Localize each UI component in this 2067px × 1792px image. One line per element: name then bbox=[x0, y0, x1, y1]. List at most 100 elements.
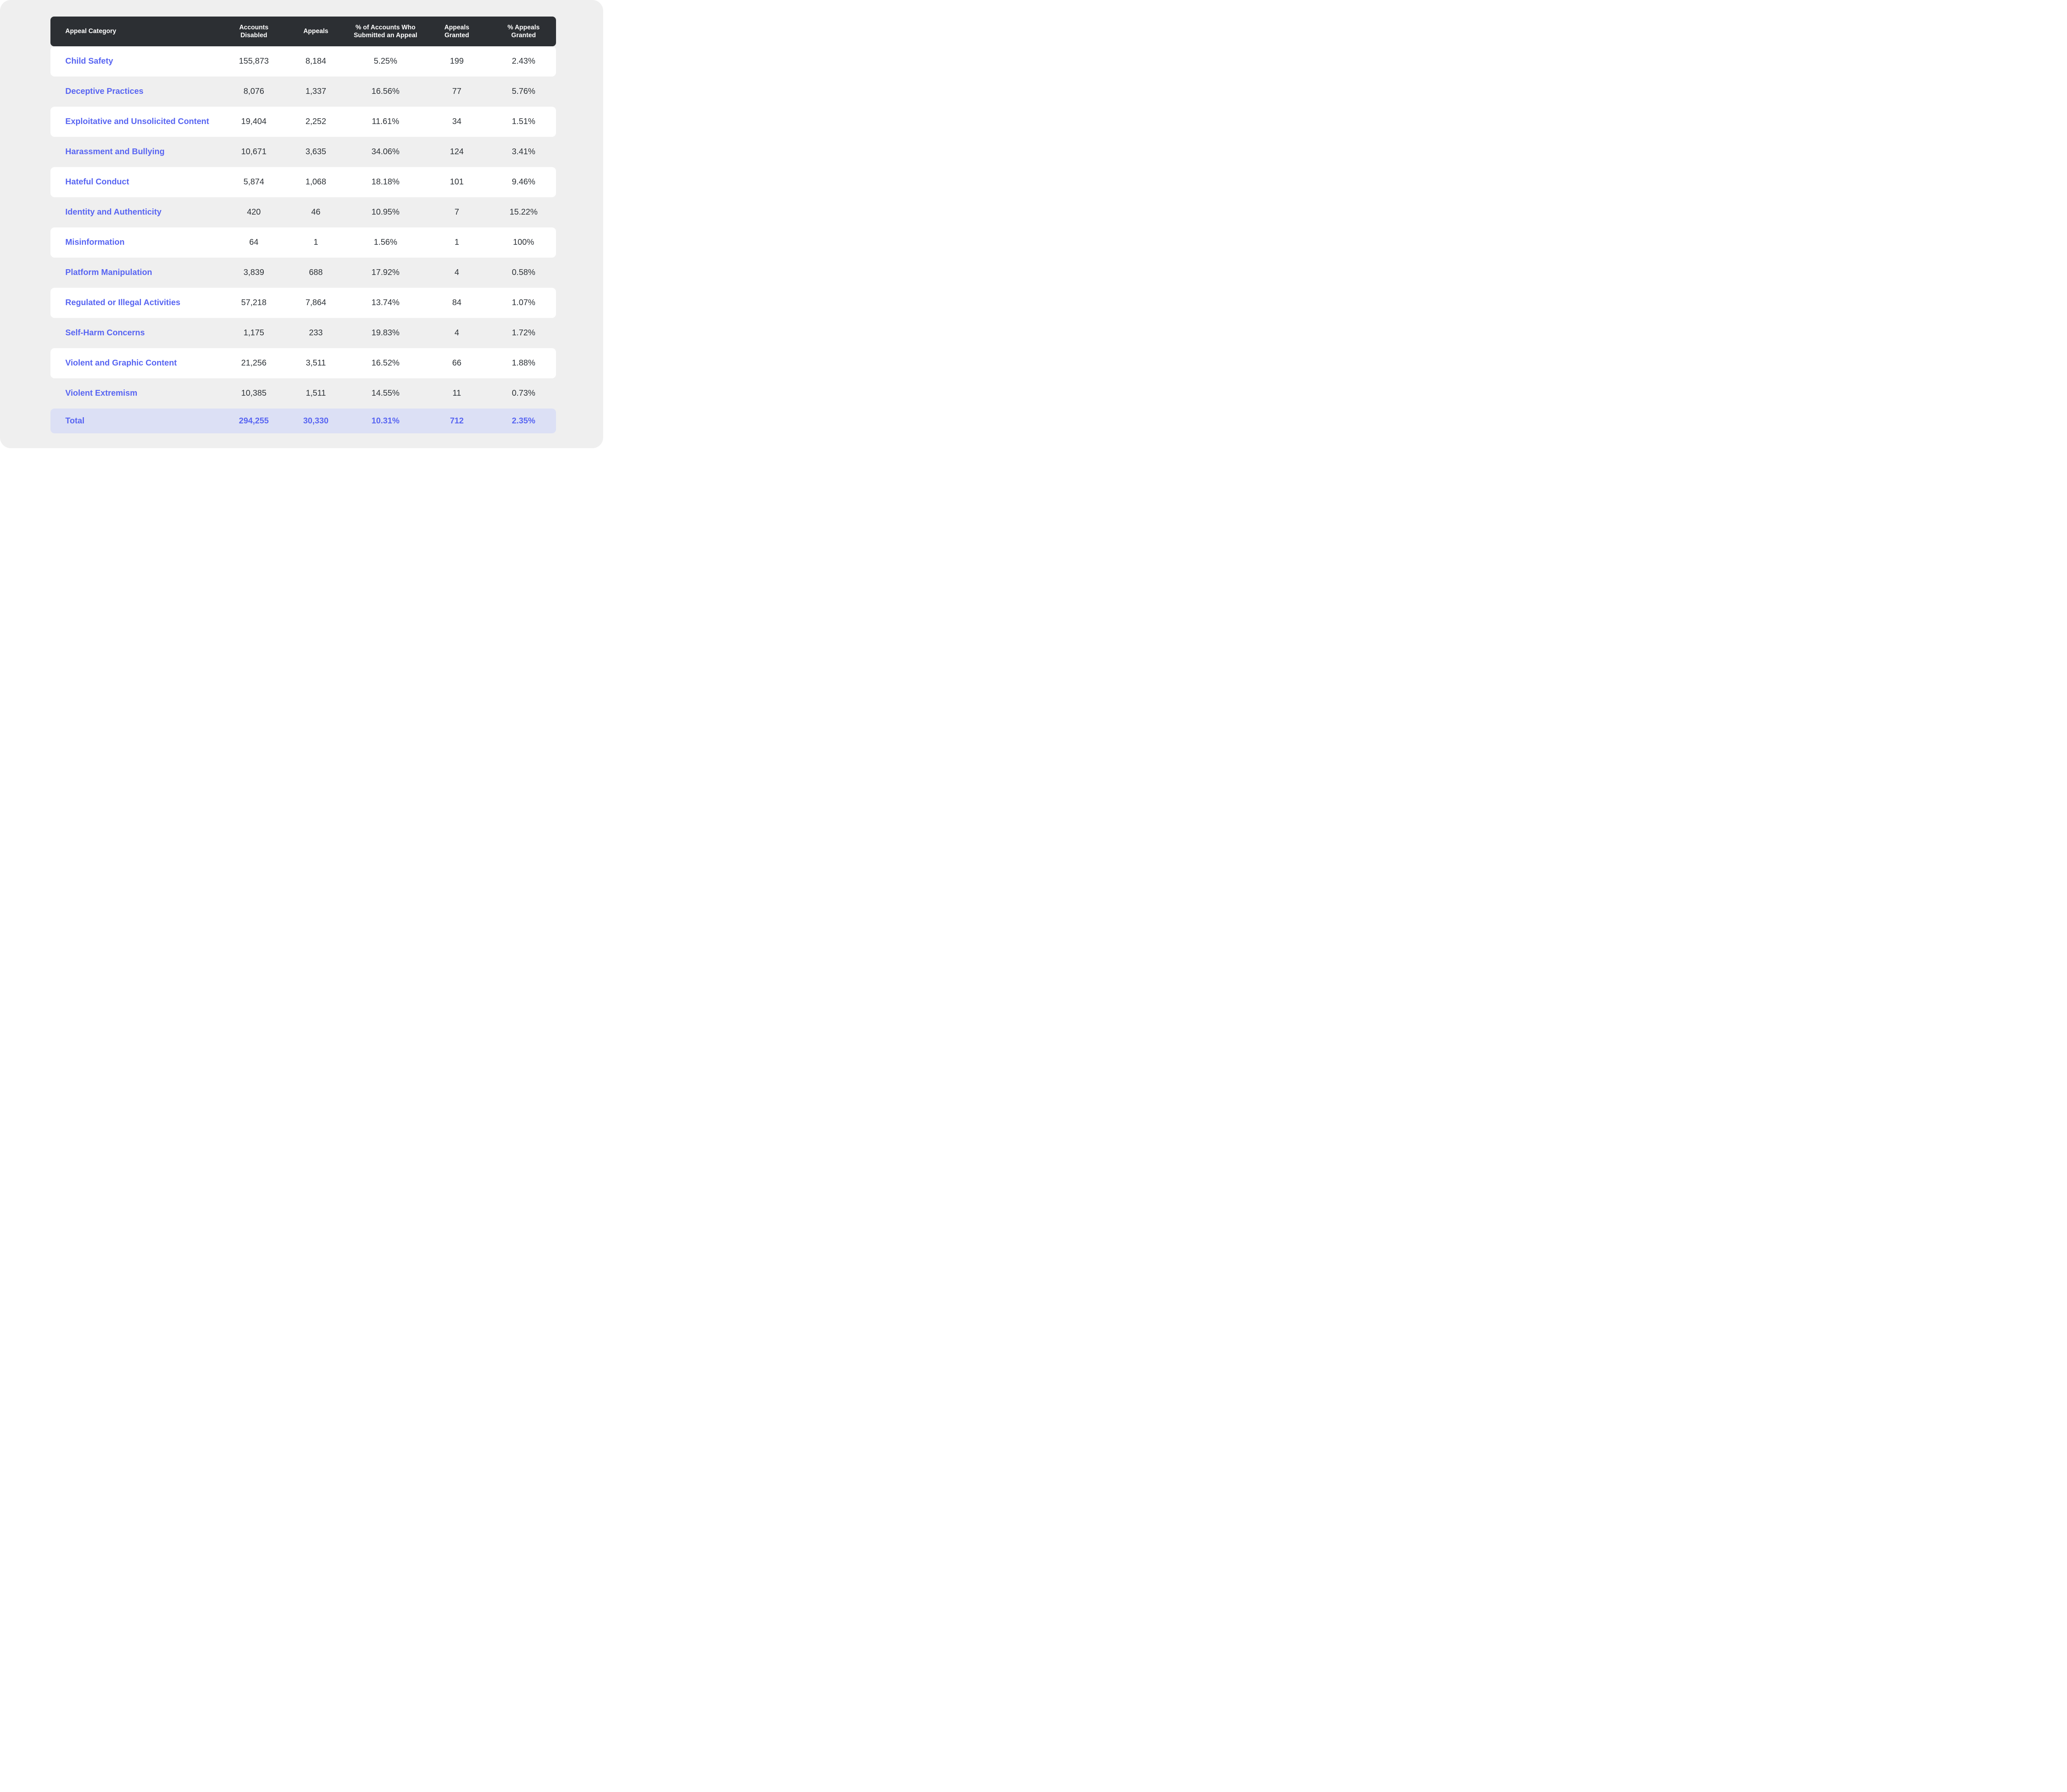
total-pct-submitted-appeal: 10.31% bbox=[371, 416, 400, 425]
appeal-category-link[interactable]: Hateful Conduct bbox=[65, 177, 129, 186]
cell-appeals-granted: 7 bbox=[454, 208, 459, 217]
cell-appeals: 1,068 bbox=[305, 177, 327, 186]
cell-appeals-granted: 101 bbox=[450, 177, 464, 186]
cell-pct-appeals-granted: 1.07% bbox=[512, 298, 535, 307]
cell-appeals-granted: 199 bbox=[450, 57, 464, 66]
cell-pct-appeals-granted: 0.73% bbox=[512, 389, 535, 398]
table-row: Child Safety 155,873 8,184 5.25% 199 2.4… bbox=[50, 46, 556, 76]
cell-accounts-disabled: 5,874 bbox=[243, 177, 265, 186]
table-row: Deceptive Practices 8,076 1,337 16.56% 7… bbox=[50, 76, 556, 107]
cell-accounts-disabled: 21,256 bbox=[241, 358, 267, 368]
column-header-label: % Appeals Granted bbox=[507, 24, 540, 39]
table-row: Misinformation 64 1 1.56% 1 100% bbox=[50, 227, 556, 258]
cell-appeals-granted: 1 bbox=[454, 238, 459, 247]
cell-pct-appeals-granted: 1.88% bbox=[512, 358, 535, 368]
cell-pct-submitted-appeal: 18.18% bbox=[371, 177, 400, 186]
cell-pct-submitted-appeal: 34.06% bbox=[371, 147, 400, 156]
cell-appeals-granted: 124 bbox=[450, 147, 464, 156]
cell-appeals-granted: 66 bbox=[452, 358, 462, 368]
cell-appeals: 3,511 bbox=[306, 358, 326, 368]
cell-accounts-disabled: 57,218 bbox=[241, 298, 267, 307]
table-row: Regulated or Illegal Activities 57,218 7… bbox=[50, 288, 556, 318]
cell-accounts-disabled: 420 bbox=[247, 208, 261, 217]
cell-appeals-granted: 84 bbox=[452, 298, 462, 307]
appeal-category-link[interactable]: Platform Manipulation bbox=[65, 268, 152, 277]
cell-appeals: 1,511 bbox=[306, 389, 326, 398]
table-body: Child Safety 155,873 8,184 5.25% 199 2.4… bbox=[50, 46, 556, 409]
cell-appeals: 3,635 bbox=[305, 147, 327, 156]
column-header-pct-submitted-appeal: % of Accounts Who Submitted an Appeal bbox=[348, 24, 422, 40]
column-header-label: % of Accounts Who Submitted an Appeal bbox=[353, 24, 418, 39]
total-appeals-granted: 712 bbox=[450, 416, 464, 425]
column-header-label: Appeals Granted bbox=[444, 24, 470, 39]
cell-pct-submitted-appeal: 16.56% bbox=[371, 87, 400, 96]
appeal-category-link[interactable]: Violent and Graphic Content bbox=[65, 358, 177, 368]
column-header-pct-appeals-granted: % Appeals Granted bbox=[491, 24, 556, 40]
cell-pct-submitted-appeal: 10.95% bbox=[371, 208, 400, 217]
cell-pct-submitted-appeal: 1.56% bbox=[374, 238, 397, 247]
cell-appeals: 688 bbox=[309, 268, 323, 277]
cell-pct-appeals-granted: 1.72% bbox=[512, 328, 535, 337]
cell-appeals-granted: 77 bbox=[452, 87, 462, 96]
column-header-appeals: Appeals bbox=[283, 27, 348, 35]
cell-accounts-disabled: 19,404 bbox=[241, 117, 267, 126]
cell-pct-appeals-granted: 15.22% bbox=[509, 208, 538, 217]
table-row: Hateful Conduct 5,874 1,068 18.18% 101 9… bbox=[50, 167, 556, 197]
table-row: Identity and Authenticity 420 46 10.95% … bbox=[50, 197, 556, 227]
cell-pct-appeals-granted: 100% bbox=[513, 238, 535, 247]
column-header-label: Accounts Disabled bbox=[239, 24, 269, 39]
cell-accounts-disabled: 10,671 bbox=[241, 147, 267, 156]
cell-pct-submitted-appeal: 13.74% bbox=[371, 298, 400, 307]
table-row: Exploitative and Unsolicited Content 19,… bbox=[50, 107, 556, 137]
cell-appeals: 1,337 bbox=[305, 87, 327, 96]
column-header-label: Appeals bbox=[303, 28, 329, 35]
table-row: Violent and Graphic Content 21,256 3,511… bbox=[50, 348, 556, 378]
cell-pct-appeals-granted: 5.76% bbox=[512, 87, 535, 96]
cell-pct-appeals-granted: 9.46% bbox=[512, 177, 535, 186]
cell-appeals: 233 bbox=[309, 328, 323, 337]
appeal-category-link[interactable]: Identity and Authenticity bbox=[65, 208, 162, 217]
cell-pct-submitted-appeal: 19.83% bbox=[371, 328, 400, 337]
cell-accounts-disabled: 10,385 bbox=[241, 389, 267, 398]
table-header-row: Appeal Category Accounts Disabled Appeal… bbox=[50, 17, 556, 46]
cell-pct-appeals-granted: 0.58% bbox=[512, 268, 535, 277]
total-appeals: 30,330 bbox=[303, 416, 329, 425]
appeal-category-link[interactable]: Violent Extremism bbox=[65, 389, 138, 398]
appeal-category-link[interactable]: Child Safety bbox=[65, 57, 113, 66]
column-header-label: Appeal Category bbox=[65, 28, 117, 35]
table-total-row: Total 294,255 30,330 10.31% 712 2.35% bbox=[50, 409, 556, 433]
cell-accounts-disabled: 8,076 bbox=[243, 87, 265, 96]
appeal-category-link[interactable]: Regulated or Illegal Activities bbox=[65, 298, 181, 307]
total-label: Total bbox=[65, 416, 85, 425]
appeal-category-link[interactable]: Harassment and Bullying bbox=[65, 147, 165, 156]
cell-accounts-disabled: 64 bbox=[249, 238, 259, 247]
cell-appeals: 46 bbox=[311, 208, 321, 217]
appeals-table: Appeal Category Accounts Disabled Appeal… bbox=[50, 17, 556, 433]
column-header-appeal-category: Appeal Category bbox=[50, 27, 224, 35]
cell-pct-submitted-appeal: 17.92% bbox=[371, 268, 400, 277]
cell-appeals-granted: 34 bbox=[452, 117, 462, 126]
column-header-appeals-granted: Appeals Granted bbox=[422, 24, 491, 40]
cell-pct-submitted-appeal: 16.52% bbox=[371, 358, 400, 368]
table-row: Self-Harm Concerns 1,175 233 19.83% 4 1.… bbox=[50, 318, 556, 348]
table-row: Violent Extremism 10,385 1,511 14.55% 11… bbox=[50, 378, 556, 409]
appeal-category-link[interactable]: Self-Harm Concerns bbox=[65, 328, 145, 337]
cell-appeals: 1 bbox=[313, 238, 318, 247]
appeal-category-link[interactable]: Deceptive Practices bbox=[65, 87, 144, 96]
total-pct-appeals-granted: 2.35% bbox=[512, 416, 535, 425]
table-row: Harassment and Bullying 10,671 3,635 34.… bbox=[50, 137, 556, 167]
cell-accounts-disabled: 3,839 bbox=[243, 268, 265, 277]
cell-appeals-granted: 4 bbox=[454, 268, 459, 277]
cell-pct-submitted-appeal: 5.25% bbox=[374, 57, 397, 66]
page-background: Appeal Category Accounts Disabled Appeal… bbox=[0, 0, 603, 448]
cell-pct-appeals-granted: 2.43% bbox=[512, 57, 535, 66]
appeal-category-link[interactable]: Exploitative and Unsolicited Content bbox=[65, 117, 209, 126]
cell-appeals: 2,252 bbox=[305, 117, 327, 126]
column-header-accounts-disabled: Accounts Disabled bbox=[224, 24, 283, 40]
appeal-category-link[interactable]: Misinformation bbox=[65, 238, 125, 247]
cell-pct-submitted-appeal: 14.55% bbox=[371, 389, 400, 398]
cell-appeals: 7,864 bbox=[305, 298, 327, 307]
cell-pct-appeals-granted: 3.41% bbox=[512, 147, 535, 156]
total-accounts-disabled: 294,255 bbox=[239, 416, 269, 425]
cell-pct-submitted-appeal: 11.61% bbox=[372, 117, 399, 126]
